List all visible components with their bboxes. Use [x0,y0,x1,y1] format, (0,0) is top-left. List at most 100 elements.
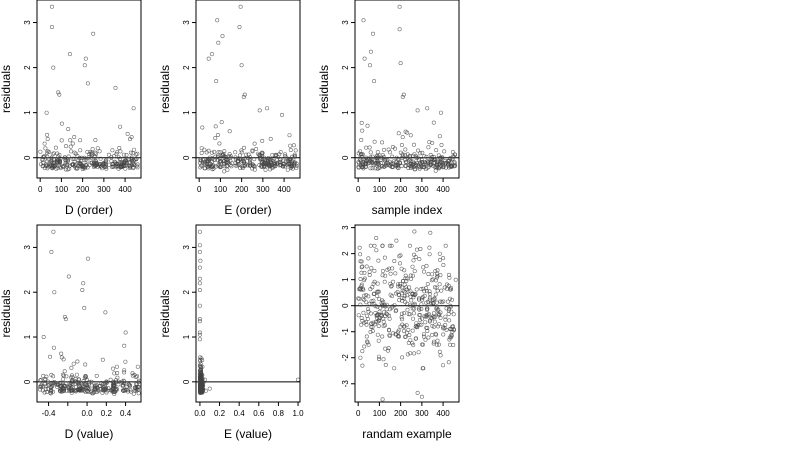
data-point [412,152,417,157]
plot-frame [195,0,301,179]
plot-frame [36,0,142,179]
y-tick-label: 0 [341,303,350,308]
data-point [292,154,297,159]
data-point [107,162,112,167]
data-point [257,155,262,160]
x-tick-label: 400 [277,185,291,194]
data-point [411,342,416,347]
data-point [403,334,408,339]
data-point [202,377,207,382]
data-point [438,257,443,262]
data-point [69,390,74,395]
data-point [80,382,85,387]
data-point [132,147,137,152]
data-point [360,128,365,133]
data-point [386,346,391,351]
data-point [206,56,211,61]
data-point [364,300,369,305]
y-tick-label: -2 [341,354,350,362]
x-tick-label: 300 [415,185,429,194]
data-point [427,291,432,296]
data-point [103,158,108,163]
data-point [444,327,449,332]
data-point [91,391,96,396]
data-point [366,309,371,314]
data-point [412,351,417,356]
data-point [250,149,255,154]
data-point [215,133,220,138]
data-point [410,291,415,296]
data-point [439,300,444,305]
data-point [258,157,263,162]
data-point [90,147,95,152]
data-point [362,278,367,283]
data-point [399,315,404,320]
data-point [376,354,381,359]
data-point [98,156,103,161]
data-point [292,160,297,165]
data-point [368,311,373,316]
data-point [374,236,379,241]
y-tick-label: 1 [341,110,350,115]
data-point [390,154,395,159]
data-point [293,148,298,153]
data-point [92,383,97,388]
data-point [197,287,202,292]
data-point [90,150,95,155]
data-point [198,376,203,381]
data-point [437,282,442,287]
y-axis-title: residuals [317,289,331,337]
x-tick-label: 0.0 [194,409,206,418]
data-point [88,150,93,155]
y-tick-label: 0 [341,155,350,160]
data-point [446,159,451,164]
data-point [435,268,440,273]
data-point [366,294,371,299]
data-point [358,287,363,292]
data-point [50,389,55,394]
data-point [272,162,277,167]
data-point [218,159,223,164]
data-point [93,138,98,143]
data-point [431,324,436,329]
data-point [448,304,453,309]
data-point [364,264,369,269]
data-point [287,133,292,138]
data-point [64,374,69,379]
data-point [77,388,82,393]
data-point [211,166,216,171]
plot-frame [354,0,460,179]
data-point [434,332,439,337]
y-tick-label: 2 [23,65,32,70]
data-point [431,339,436,344]
data-point [288,156,293,161]
data-point [373,161,378,166]
data-point [57,153,62,158]
data-point [362,56,367,61]
residual-plot-4: -0.4 0.0 0.2 0.4 0 1 2 3 D (value) residuals [0,224,142,441]
data-point [369,299,374,304]
data-point [395,330,400,335]
data-point [421,265,426,270]
data-point [433,168,438,173]
data-point [388,271,393,276]
data-point [433,278,438,283]
data-point [370,31,375,36]
x-tick-label: 300 [415,409,429,418]
data-point [377,162,382,167]
y-tick-label: 2 [23,289,32,294]
data-point [239,148,244,153]
data-point [429,278,434,283]
data-point [229,164,234,169]
data-point [407,158,412,163]
data-point [415,108,420,113]
data-point [39,384,44,389]
data-point [252,141,257,146]
data-point [57,92,62,97]
data-point [85,81,90,86]
data-point [71,379,76,384]
data-point [197,337,202,342]
data-point [375,166,380,171]
data-point [104,379,109,384]
data-point [388,292,393,297]
